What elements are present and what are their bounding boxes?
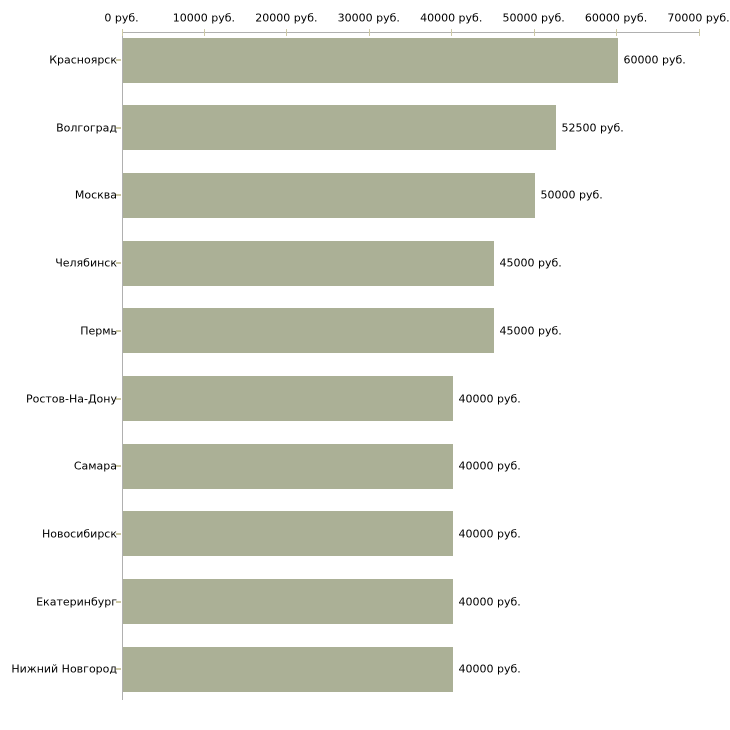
value-label: 52500 руб. [561,121,624,135]
category-label: Самара [73,459,117,473]
x-axis-tick [286,29,288,36]
x-axis-tick [698,29,700,36]
y-axis-line [121,32,123,700]
value-label: 40000 руб. [458,459,521,473]
value-label: 45000 руб. [499,256,562,270]
x-axis-tick [616,29,618,36]
value-bar [122,646,453,692]
value-label: 50000 руб. [540,188,603,202]
x-axis-tick [121,29,123,36]
category-tick [116,329,121,332]
x-axis-tick [368,29,370,36]
category-label: Екатеринбург [36,595,117,609]
value-bar [122,579,453,625]
value-bar [122,37,618,83]
value-label: 40000 руб. [458,662,521,676]
value-label: 40000 руб. [458,595,521,609]
category-tick [116,262,121,265]
x-axis-tick-label: 20000 руб. [255,11,318,25]
category-label: Пермь [80,324,117,338]
x-axis-tick [451,29,453,36]
value-label: 40000 руб. [458,527,521,541]
x-axis-tick-label: 10000 руб. [172,11,236,25]
x-axis-tick-label: 60000 руб. [584,11,648,25]
value-label: 60000 руб. [623,53,686,67]
value-bar [122,105,556,151]
value-bar [122,511,453,557]
value-bar [122,443,453,489]
category-label: Челябинск [55,256,117,270]
x-axis-tick-label: 70000 руб. [667,11,730,25]
category-label: Москва [74,188,117,202]
category-tick [116,600,121,603]
category-label: Красноярск [49,53,117,67]
category-label: Волгоград [56,121,117,135]
category-label: Новосибирск [41,527,117,541]
category-tick [116,397,121,400]
value-bar [122,172,535,218]
category-tick [116,59,121,61]
value-label: 40000 руб. [458,392,521,405]
x-axis-line [121,32,699,33]
x-axis-tick-label: 0 руб. [104,11,139,25]
x-axis-tick-label: 40000 руб. [420,11,483,25]
x-axis-tick [203,29,205,36]
x-axis-tick [533,29,535,36]
category-tick [116,532,121,535]
value-bar [122,376,453,421]
category-tick [116,194,121,197]
category-tick [116,668,121,671]
x-axis-tick-label: 50000 руб. [502,11,565,25]
category-tick [116,126,121,129]
x-axis-tick-label: 30000 руб. [337,11,400,25]
value-bar [122,240,494,286]
category-tick [116,465,121,468]
value-bar [122,308,494,354]
category-label: Ростов-На-Дону [25,392,117,405]
category-label: Нижний Новгород [11,662,117,676]
value-label: 45000 руб. [499,324,562,338]
